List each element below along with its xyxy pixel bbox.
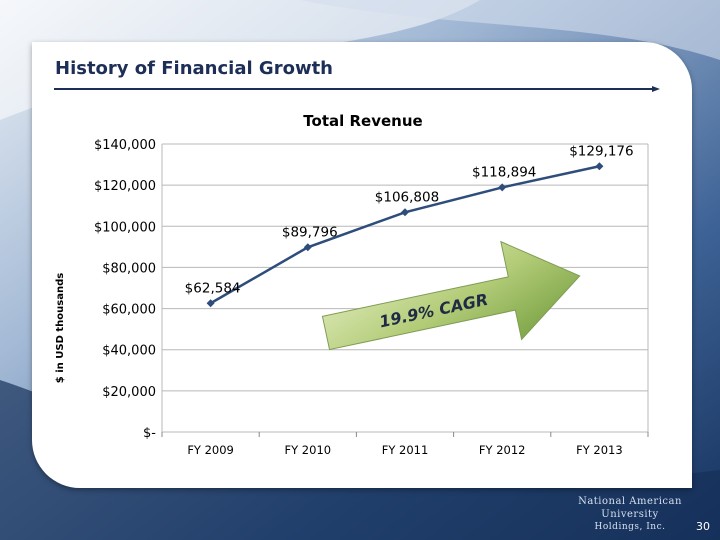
x-tick-label: FY 2011 (382, 443, 429, 457)
data-label: $89,796 (282, 224, 338, 240)
data-labels: $62,584 $89,796 $106,808 $118,894 $129,176 (185, 143, 634, 296)
data-point (498, 183, 507, 192)
gridlines (161, 143, 649, 437)
y-tick-label: $100,000 (94, 220, 156, 235)
y-tick-label: $- (143, 426, 156, 441)
y-tick-label: $40,000 (102, 344, 156, 359)
y-tick-label: $60,000 (102, 303, 156, 318)
data-label: $129,176 (569, 143, 633, 159)
logo-line-2: Holdings, Inc. (594, 522, 666, 532)
page-number: 30 (696, 520, 710, 533)
x-tick-label: FY 2009 (187, 443, 234, 457)
data-point (206, 299, 215, 308)
data-label: $106,808 (375, 189, 439, 205)
chart-title: Total Revenue (303, 112, 422, 130)
y-tick-label: $140,000 (94, 138, 156, 153)
y-tick-label: $20,000 (102, 385, 156, 400)
y-tick-label: $80,000 (102, 261, 156, 276)
slide-title: History of Financial Growth (55, 58, 333, 79)
company-logo: National American University Holdings, I… (560, 495, 700, 534)
data-point (595, 162, 604, 171)
x-tick-label: FY 2012 (479, 443, 526, 457)
data-label: $118,894 (472, 164, 536, 180)
revenue-line-chart: Total Revenue $ in USD thousands $- $20,0… (55, 112, 649, 457)
y-axis-label: $ in USD thousands (55, 273, 66, 383)
data-label: $62,584 (185, 280, 241, 296)
cagr-arrow-callout: 19.9% CAGR (321, 240, 581, 351)
y-tick-labels: $- $20,000 $40,000 $60,000 $80,000 $100,000 $1… (94, 138, 156, 441)
content-card (32, 42, 692, 488)
x-tick-labels: FY 2009 FY 2010 FY 2011 FY 2012 FY 2013 (187, 443, 622, 457)
y-tick-label: $120,000 (94, 179, 156, 194)
data-point (401, 208, 409, 217)
data-points (206, 162, 604, 308)
logo-line-1: National American University (578, 496, 682, 520)
title-underline (54, 86, 660, 92)
data-point (303, 243, 312, 252)
x-tick-label: FY 2013 (576, 443, 623, 457)
x-tick-label: FY 2010 (285, 443, 332, 457)
